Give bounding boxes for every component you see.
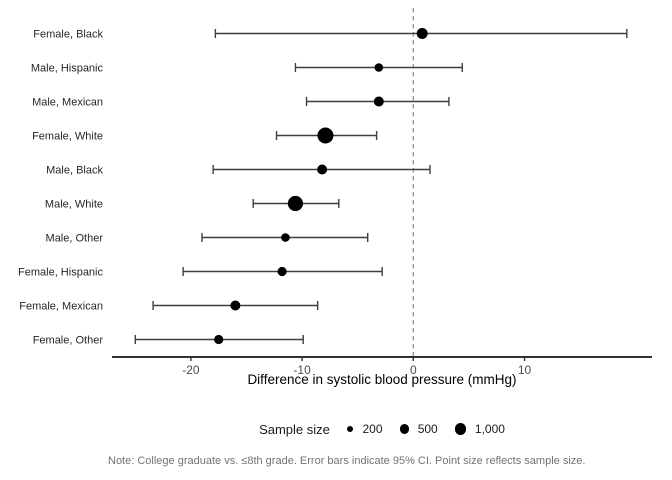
sample-size-legend: Sample size 200 500 1,000 xyxy=(112,417,652,441)
category-label: Male, Mexican xyxy=(32,97,103,109)
category-label: Female, Hispanic xyxy=(18,267,103,279)
x-tick-label: -10 xyxy=(293,363,311,377)
footnote: Note: College graduate vs. ≤8th grade. E… xyxy=(108,455,586,467)
category-label: Male, White xyxy=(45,199,103,211)
data-point xyxy=(373,96,384,107)
legend-item: 1,000 xyxy=(454,422,505,436)
data-point xyxy=(317,164,328,175)
category-label: Female, Other xyxy=(33,335,104,347)
x-tick-label: -20 xyxy=(182,363,200,377)
legend-size-dot-icon xyxy=(399,424,409,434)
legend-size-label: 200 xyxy=(362,422,383,436)
legend-item: 200 xyxy=(346,422,383,436)
category-label: Female, Mexican xyxy=(19,301,103,313)
category-label: Male, Black xyxy=(46,165,103,177)
data-point xyxy=(416,28,428,39)
legend-size-dot-icon xyxy=(346,425,354,433)
category-label: Female, White xyxy=(32,131,103,143)
x-axis-title: Difference in systolic blood pressure (m… xyxy=(247,372,517,387)
legend-item: 500 xyxy=(399,422,438,436)
data-point xyxy=(374,63,384,72)
x-tick-label: 0 xyxy=(410,363,417,377)
legend-size-dot-icon xyxy=(454,423,466,435)
legend-items: 200 500 1,000 xyxy=(346,422,505,436)
data-point xyxy=(317,127,334,144)
legend-size-label: 500 xyxy=(417,422,438,436)
category-label: Male, Hispanic xyxy=(31,63,104,75)
data-point xyxy=(277,266,287,277)
category-label: Male, Other xyxy=(46,233,104,245)
legend-size-label: 1,000 xyxy=(474,422,505,436)
x-tick-label: 10 xyxy=(518,363,532,377)
category-label: Female, Black xyxy=(33,29,103,41)
data-point xyxy=(281,233,290,242)
data-point xyxy=(214,334,224,345)
data-point xyxy=(230,300,241,311)
legend-title: Sample size xyxy=(259,421,330,437)
data-point xyxy=(287,195,304,212)
